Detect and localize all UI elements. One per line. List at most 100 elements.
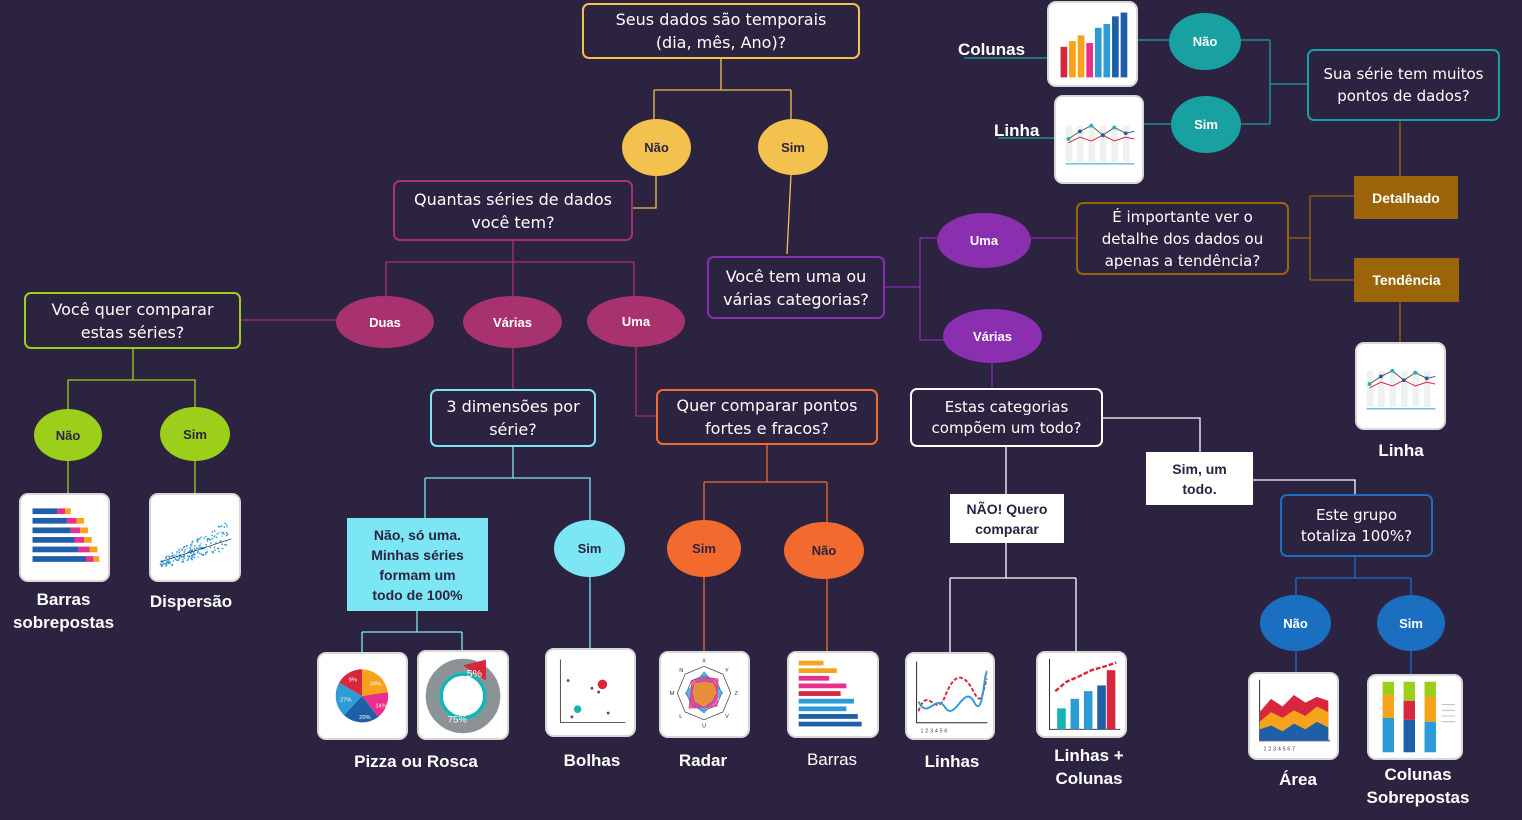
answer-total-yes: Sim <box>1377 595 1445 651</box>
pie-label-20: 20% <box>359 715 370 721</box>
question-temporal: Seus dados são temporais (dia, mês, Ano)… <box>582 3 860 59</box>
scatter-dot <box>171 552 174 555</box>
radar-axis-label: Z <box>735 691 739 697</box>
scatter-dot <box>190 557 192 560</box>
answer-two-series: Duas <box>336 296 434 348</box>
scatter-dot <box>211 538 213 540</box>
stacked-columns-thumbnail <box>1367 674 1463 760</box>
label-scatter: Dispersão <box>149 592 233 611</box>
scatter-dot <box>182 560 185 563</box>
scatter-dot <box>225 534 228 537</box>
scatter-dot <box>204 553 207 556</box>
scatter-dot <box>210 542 212 544</box>
scatter-dot <box>178 548 180 551</box>
scatter-dot <box>168 556 171 559</box>
donut-small-label: 5% <box>467 668 482 680</box>
stacked-bars-thumbnail <box>19 493 110 582</box>
svg-text:1 2 3 4 5 6 7: 1 2 3 4 5 6 7 <box>1263 746 1295 752</box>
answer-many-points-yes: Sim <box>1171 96 1241 153</box>
scatter-dot <box>196 541 199 543</box>
answer-total-no: Não <box>1260 595 1331 651</box>
scatter-dot <box>199 544 201 547</box>
scatter-dot <box>200 536 202 539</box>
scatter-dot <box>180 556 183 558</box>
scatter-dot <box>188 555 191 558</box>
scatter-dot <box>213 546 216 549</box>
scatter-dot <box>172 555 175 558</box>
scatter-dot <box>171 554 174 557</box>
scatter-dot <box>166 560 168 563</box>
scatter-dot <box>191 543 194 545</box>
answer-trend: Tendência <box>1354 258 1459 302</box>
scatter-dot <box>171 564 173 566</box>
answer-no-single: Não, só uma. Minhas séries formam um tod… <box>347 518 488 611</box>
scatter-dot <box>160 564 163 567</box>
scatter-dot <box>216 547 219 550</box>
scatter-dot <box>196 556 199 559</box>
scatter-dot <box>224 522 227 525</box>
scatter-dot <box>165 557 167 559</box>
scatter-dot <box>221 535 223 538</box>
bars-thumbnail <box>787 651 879 738</box>
scatter-dot <box>197 537 199 540</box>
scatter-dot <box>186 559 189 562</box>
answer-several-categories: Várias <box>943 309 1042 363</box>
scatter-dot <box>211 530 214 533</box>
scatter-dot <box>193 544 196 547</box>
scatter-dot <box>192 552 195 555</box>
scatter-dot <box>225 524 228 527</box>
radar-axis-label: L <box>679 714 682 720</box>
label-stacked-columns: Colunas Sobrepostas <box>1366 765 1470 807</box>
scatter-dot <box>219 540 222 542</box>
scatter-dot <box>187 558 190 560</box>
scatter-dot <box>159 563 162 566</box>
label-lines-columns: Linhas + Colunas <box>1054 746 1124 788</box>
scatter-dot <box>190 545 193 548</box>
scatter-dot <box>185 545 188 547</box>
radar-axis-label: Y <box>725 668 729 674</box>
scatter-dot <box>191 558 193 561</box>
scatter-dot <box>205 543 208 546</box>
bubbles-thumbnail <box>545 648 636 737</box>
scatter-dot <box>196 551 199 554</box>
scatter-dot <box>223 543 226 546</box>
pie-label-9: 9% <box>349 678 357 684</box>
answer-compare-no: Não <box>34 409 102 461</box>
scatter-dot <box>213 529 216 532</box>
scatter-dot <box>223 533 225 535</box>
scatter-thumbnail <box>149 493 241 582</box>
question-series-count: Quantas séries de dados você tem? <box>393 180 633 241</box>
scatter-dot <box>215 536 218 539</box>
scatter-dot <box>198 538 201 540</box>
scatter-dot <box>196 547 198 550</box>
scatter-dot <box>212 551 215 553</box>
answer-strong-weak-yes: Sim <box>667 520 741 577</box>
pie-label-14: 14% <box>375 703 386 709</box>
scatter-dot <box>223 526 226 528</box>
question-compose-whole: Estas categorias compõem um todo? <box>910 388 1103 447</box>
scatter-dot <box>197 550 200 553</box>
lines-columns-thumbnail <box>1036 651 1127 738</box>
question-total-100: Este grupo totaliza 100%? <box>1280 494 1433 557</box>
scatter-dot <box>220 525 223 527</box>
scatter-dot <box>206 550 208 553</box>
scatter-dot <box>169 560 172 563</box>
label-columns: Colunas <box>958 40 1026 59</box>
pie-label-30: 30% <box>370 682 381 688</box>
pie-thumbnail: 9% 30% 27% 14% 20% <box>317 652 408 740</box>
question-strong-weak: Quer comparar pontos fortes e fracos? <box>656 389 878 445</box>
scatter-dot <box>183 551 186 553</box>
question-three-dimensions: 3 dimensões por série? <box>430 389 596 447</box>
scatter-dot <box>205 548 208 551</box>
scatter-dot <box>165 564 168 567</box>
scatter-dot <box>200 542 202 545</box>
scatter-dot <box>214 542 217 544</box>
scatter-dot <box>175 553 178 555</box>
scatter-dot <box>218 531 220 534</box>
scatter-dot <box>191 554 194 556</box>
label-pie-donut: Pizza ou Rosca <box>354 752 478 771</box>
scatter-dot <box>209 546 212 549</box>
question-compare-series: Você quer comparar estas séries? <box>24 292 241 349</box>
label-line-top: Linha <box>994 121 1040 140</box>
